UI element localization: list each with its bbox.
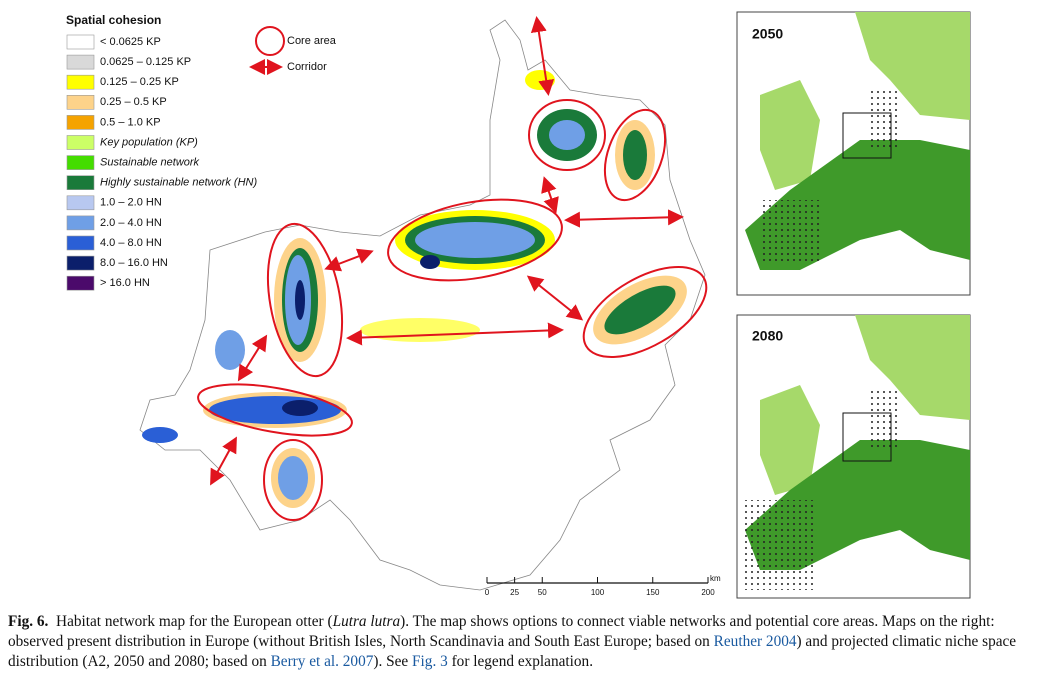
scale-tick-label: 25 bbox=[510, 588, 519, 597]
legend-label: 0.5 – 1.0 KP bbox=[100, 116, 161, 128]
legend-label: < 0.0625 KP bbox=[100, 36, 161, 48]
legend-label: 2.0 – 4.0 HN bbox=[100, 217, 162, 229]
inset-label: 2080 bbox=[752, 328, 783, 344]
legend-label: 8.0 – 16.0 HN bbox=[100, 257, 168, 269]
caption-label: Fig. 6. bbox=[8, 613, 49, 630]
figure-link[interactable]: Fig. 3 bbox=[412, 653, 448, 670]
legend-label: > 16.0 HN bbox=[100, 277, 150, 289]
caption-text: Habitat network map for the European ott… bbox=[56, 613, 333, 630]
legend-swatch bbox=[66, 95, 95, 110]
legend-swatch bbox=[66, 215, 95, 231]
legend-swatch bbox=[66, 275, 95, 291]
habitat-patches bbox=[142, 70, 687, 508]
legend-label: Key population (KP) bbox=[100, 136, 198, 148]
inset-2080 bbox=[736, 314, 971, 599]
legend-label: 0.0625 – 0.125 KP bbox=[100, 56, 191, 68]
legend-swatch bbox=[66, 235, 95, 251]
legend-swatch bbox=[66, 135, 95, 150]
caption-species: Lutra lutra bbox=[332, 613, 401, 630]
caption-text: ) and projected climatic niche space dis… bbox=[8, 633, 1017, 670]
legend-swatch bbox=[66, 74, 95, 90]
core-areas bbox=[197, 99, 708, 521]
inset-2050 bbox=[736, 11, 971, 296]
corridors bbox=[210, 16, 684, 486]
legend-label: Highly sustainable network (HN) bbox=[100, 177, 257, 189]
inset-label: 2050 bbox=[752, 26, 783, 42]
caption: Fig. 6. Habitat network map for the Euro… bbox=[8, 612, 1043, 672]
legend-label: 1.0 – 2.0 HN bbox=[100, 197, 162, 209]
caption-text: for legend explanation. bbox=[447, 653, 594, 670]
core-area-label: Core area bbox=[287, 35, 337, 47]
scale-tick-label: 0 bbox=[485, 588, 490, 597]
scale-unit: km bbox=[710, 574, 721, 583]
core-area-symbol bbox=[255, 26, 285, 56]
legend-label: 0.125 – 0.25 KP bbox=[100, 76, 179, 88]
legend-label: 4.0 – 8.0 HN bbox=[100, 237, 162, 249]
legend-title: Spatial cohesion bbox=[66, 13, 161, 27]
scale-tick-label: 50 bbox=[538, 588, 547, 597]
caption-text: ). See bbox=[373, 653, 413, 670]
legend-swatch bbox=[66, 175, 95, 190]
legend-swatch bbox=[66, 255, 95, 271]
caption-text: ). The map shows options to connect viab… bbox=[8, 613, 995, 650]
figure-graphics: 2050 2080 Spatial cohesion Core area Cor… bbox=[66, 11, 971, 599]
legend-swatch bbox=[66, 115, 95, 130]
corridor-label: Corridor bbox=[287, 61, 327, 73]
legend-swatch bbox=[66, 195, 95, 211]
scale-tick-label: 200 bbox=[701, 588, 715, 597]
legend-swatch bbox=[66, 155, 95, 170]
scale-tick-label: 100 bbox=[591, 588, 605, 597]
scale-tick-label: 150 bbox=[646, 588, 660, 597]
legend-swatch bbox=[66, 54, 95, 70]
legend-label: Sustainable network bbox=[100, 157, 200, 169]
citation-link[interactable]: Berry et al. 2007 bbox=[270, 653, 374, 670]
citation-link[interactable]: Reuther 2004 bbox=[713, 633, 797, 650]
legend-swatch bbox=[66, 34, 95, 50]
legend-label: 0.25 – 0.5 KP bbox=[100, 96, 167, 108]
